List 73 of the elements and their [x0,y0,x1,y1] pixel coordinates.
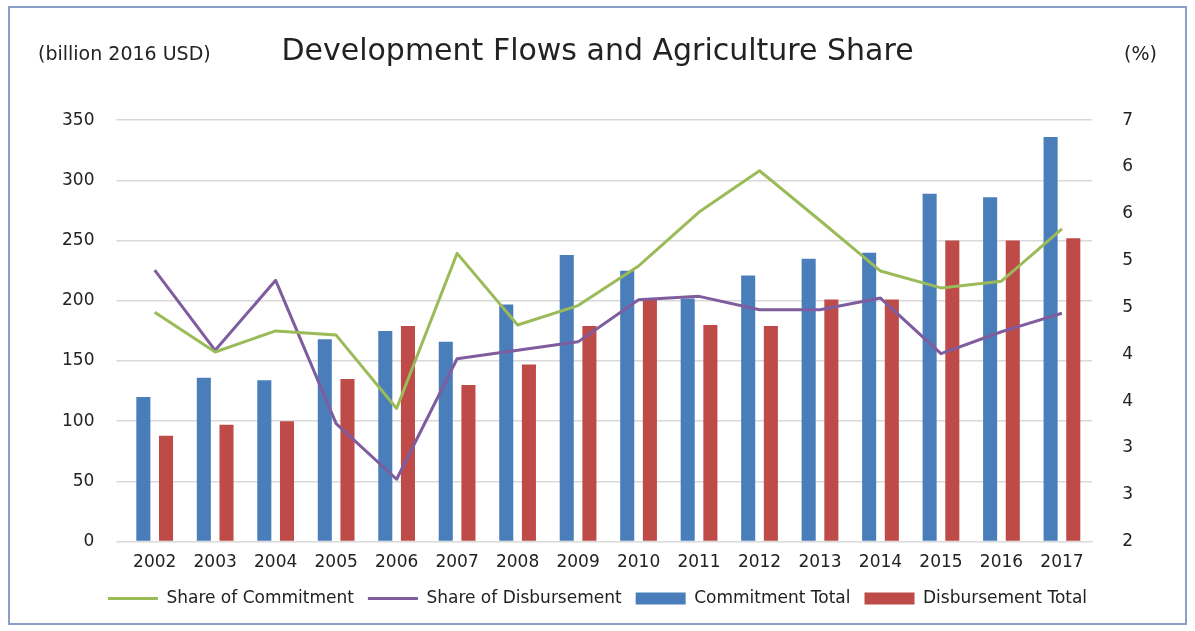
x-tick-label: 2008 [495,551,540,572]
bar [945,240,960,541]
y-tick-label: 200 [61,289,95,310]
legend-label: Share of Commitment [166,586,355,607]
x-tick-label: 2007 [435,551,479,572]
x-tick-label: 2012 [737,551,782,572]
bar [824,299,839,541]
x-tick-label: 2004 [254,551,298,572]
x-tick-label: 2015 [919,551,963,572]
y-tick-label: 50 [72,469,95,490]
y2-tick-label: 4 [1122,342,1134,363]
y2-tick-label: 6 [1122,155,1134,176]
y2-tick-label: 3 [1122,483,1134,504]
y2-tick-label: 5 [1122,249,1134,270]
legend-label: Disbursement Total [922,586,1088,607]
x-tick-label: 2017 [1040,551,1084,572]
bar [196,377,211,541]
legend-label: Share of Disbursement [426,586,622,607]
y-tick-label: 150 [61,349,95,370]
bar [257,380,272,541]
y-axis-title: (billion 2016 USD) [38,42,211,64]
bar [582,326,597,541]
y-tick-label: 300 [61,168,95,189]
y2-axis-title: (%) [1124,42,1157,64]
bar [136,397,151,541]
x-tick-label: 2002 [133,551,177,572]
x-tick-label: 2005 [314,551,358,572]
bar [499,304,514,541]
x-tick-label: 2016 [979,551,1024,572]
y2-tick-label: 6 [1122,202,1134,223]
bar [378,330,393,541]
bar [884,299,899,541]
bar [862,252,877,541]
bar [642,298,657,541]
y-tick-label: 250 [61,229,95,250]
x-tick-label: 2014 [858,551,903,572]
y2-tick-label: 5 [1122,295,1134,316]
y-tick-label: 0 [83,530,95,551]
bar [559,255,574,541]
y2-tick-label: 2 [1122,530,1134,551]
bar [801,258,816,541]
bar [763,326,778,541]
x-tick-label: 2013 [798,551,842,572]
bar [438,341,453,541]
y2-tick-label: 3 [1122,436,1134,457]
bar [521,364,536,541]
bar [1005,240,1020,541]
legend-label: Commitment Total [694,586,851,607]
bar [703,324,718,541]
bar [1043,137,1058,541]
x-tick-label: 2010 [616,551,661,572]
bar [1066,238,1081,541]
bar [317,339,332,541]
x-tick-label: 2009 [556,551,600,572]
y-tick-label: 100 [61,409,95,430]
bar [219,424,234,541]
bar [741,275,756,541]
chart-title: Development Flows and Agriculture Share [281,32,914,67]
bar [620,270,635,541]
bar [461,385,476,541]
y2-tick-label: 7 [1122,108,1134,129]
bar [400,326,415,541]
bar [279,421,295,541]
bar [159,435,174,541]
x-tick-label: 2003 [193,551,237,572]
bar [340,379,355,541]
bar [983,197,998,541]
bar [922,193,937,541]
x-tick-label: 2011 [677,551,721,572]
y2-tick-label: 4 [1122,389,1134,410]
x-tick-label: 2006 [374,551,419,572]
y-tick-label: 350 [61,108,95,129]
bar [680,298,695,541]
